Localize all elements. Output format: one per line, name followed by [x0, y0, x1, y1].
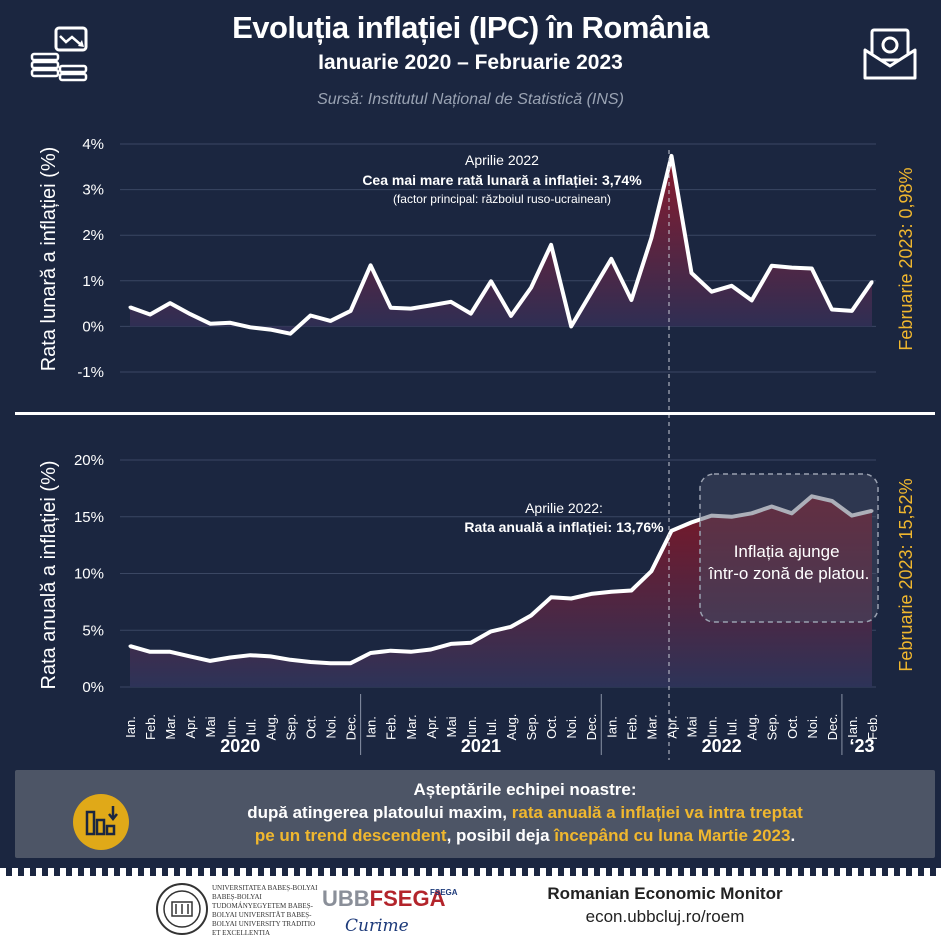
- panel-divider: [15, 412, 935, 415]
- month-label-3: Apr.: [183, 715, 198, 738]
- annotation-monthly-line1: Aprilie 2022: [465, 152, 539, 168]
- monthly-y-tick-label: 2%: [82, 227, 104, 244]
- month-label-0: Ian.: [123, 716, 138, 738]
- month-label-22: Noi.: [564, 715, 579, 738]
- fsega-logo-icon: UBBFSEGA: [322, 886, 446, 911]
- month-label-30: Iul.: [725, 718, 740, 735]
- side-label-annual: Februarie 2023: 15,52%: [896, 478, 916, 671]
- month-label-37: Feb.: [865, 714, 880, 740]
- month-label-14: Mar.: [404, 714, 419, 739]
- year-label-2: 2022: [702, 736, 742, 756]
- monthly-y-tick-label: 0%: [82, 318, 104, 335]
- month-label-25: Feb.: [624, 714, 639, 740]
- month-label-23: Dec.: [584, 714, 599, 741]
- month-label-17: Iun.: [464, 716, 479, 738]
- university-text: UNIVERSITATEA BABEȘ-BOLYAI BABEȘ-BOLYAI …: [212, 884, 318, 937]
- annual-y-tick-label: 20%: [74, 452, 104, 469]
- fsega-signature: Curime: [345, 916, 409, 936]
- month-label-8: Sep.: [283, 714, 298, 741]
- month-label-13: Feb.: [384, 714, 399, 740]
- year-label-3: ‘23: [849, 736, 874, 756]
- month-label-2: Mar.: [163, 714, 178, 739]
- page-subtitle: Ianuarie 2020 – Februarie 2023: [318, 51, 623, 74]
- footer: UNIVERSITATEA BABEȘ-BOLYAI BABEȘ-BOLYAI …: [0, 876, 941, 942]
- annotation-monthly-line3: (factor principal: războiul ruso-ucraine…: [393, 192, 611, 206]
- callout-line1: Așteptările echipei noastre:: [413, 780, 637, 799]
- annual-inflation-area: [130, 496, 872, 687]
- annual-inflation-line: [129, 494, 873, 666]
- expectations-callout: Așteptările echipei noastre: după atinge…: [15, 770, 935, 858]
- annual-y-tick-label: 5%: [82, 622, 104, 639]
- monthly-y-tick-label: 3%: [82, 182, 104, 199]
- fsega-mini-label: FSEGA: [430, 888, 458, 897]
- source-note: Sursă: Institutul Național de Statistică…: [317, 91, 624, 108]
- monthly-y-tick-label: -1%: [77, 364, 104, 381]
- month-label-29: Iun.: [705, 716, 720, 738]
- year-label-0: 2020: [220, 736, 260, 756]
- month-label-11: Dec.: [344, 714, 359, 741]
- month-label-6: Iul.: [243, 718, 258, 735]
- month-label-20: Sep.: [524, 714, 539, 741]
- plateau-note: Inflația ajunge într-o zonă de platou.: [708, 542, 870, 583]
- month-label-10: Noi.: [324, 715, 339, 738]
- annual-y-tick-label: 10%: [74, 566, 104, 583]
- callout-text: Așteptările echipei noastre: după atinge…: [165, 778, 885, 847]
- month-label-5: Iun.: [223, 716, 238, 738]
- plateau-box: [699, 473, 879, 623]
- month-label-27: Apr.: [664, 715, 679, 738]
- university-seal-icon: [156, 883, 208, 935]
- month-label-31: Aug.: [745, 714, 760, 741]
- month-label-35: Dec.: [825, 714, 840, 741]
- footer-band: [0, 868, 941, 876]
- month-label-18: Iul.: [484, 718, 499, 735]
- month-label-7: Aug.: [263, 714, 278, 741]
- month-label-4: Mai: [203, 716, 218, 737]
- month-label-21: Oct.: [544, 715, 559, 739]
- month-label-33: Oct.: [785, 715, 800, 739]
- month-label-9: Oct.: [303, 715, 318, 739]
- y-axis-label-monthly: Rata lunară a inflației (%): [38, 147, 60, 372]
- callout-line2: după atingerea platoului maxim, rata anu…: [247, 803, 803, 822]
- month-label-28: Mai: [685, 716, 700, 737]
- envelope-money-icon: [863, 28, 917, 80]
- month-label-26: Mar.: [644, 714, 659, 739]
- annual-y-tick-label: 0%: [82, 679, 104, 696]
- monthly-y-tick-label: 1%: [82, 273, 104, 290]
- bar-chart-down-icon: [73, 794, 129, 850]
- month-label-36: Ian.: [845, 716, 860, 738]
- month-label-16: Mai: [444, 716, 459, 737]
- monthly-inflation-area: [130, 155, 872, 334]
- chart-money-icon: [30, 26, 88, 82]
- monthly-inflation-line: [129, 153, 874, 336]
- year-label-1: 2021: [461, 736, 501, 756]
- month-label-12: Ian.: [364, 716, 379, 738]
- annual-y-tick-label: 15%: [74, 509, 104, 526]
- annotation-annual-line1: Aprilie 2022:: [525, 500, 603, 516]
- month-label-34: Noi.: [805, 715, 820, 738]
- annotation-annual-line2: Rata anuală a inflației: 13,76%: [464, 519, 664, 535]
- month-label-19: Aug.: [504, 714, 519, 741]
- roem-title: Romanian Economic Monitor: [547, 884, 783, 903]
- y-axis-label-annual: Rata anuală a inflației (%): [38, 460, 60, 689]
- side-label-monthly: Februarie 2023: 0,98%: [896, 167, 916, 350]
- monthly-y-tick-label: 4%: [82, 136, 104, 153]
- roem-url[interactable]: econ.ubbcluj.ro/roem: [585, 907, 745, 926]
- month-label-1: Feb.: [143, 714, 158, 740]
- month-label-32: Sep.: [765, 714, 780, 741]
- inflation-chart: 4% 3% 2% 1% 0% -1% 20% 15% 10% 5% 0% Aprilie 2022…: [38, 136, 916, 760]
- page-title: Evoluția inflației (IPC) în România: [232, 10, 709, 45]
- month-label-15: Apr.: [424, 715, 439, 738]
- annotation-monthly-line2: Cea mai mare rată lunară a inflației: 3,…: [362, 172, 642, 188]
- callout-line3: pe un trend descendent, posibil deja înc…: [254, 826, 796, 845]
- month-label-24: Ian.: [604, 716, 619, 738]
